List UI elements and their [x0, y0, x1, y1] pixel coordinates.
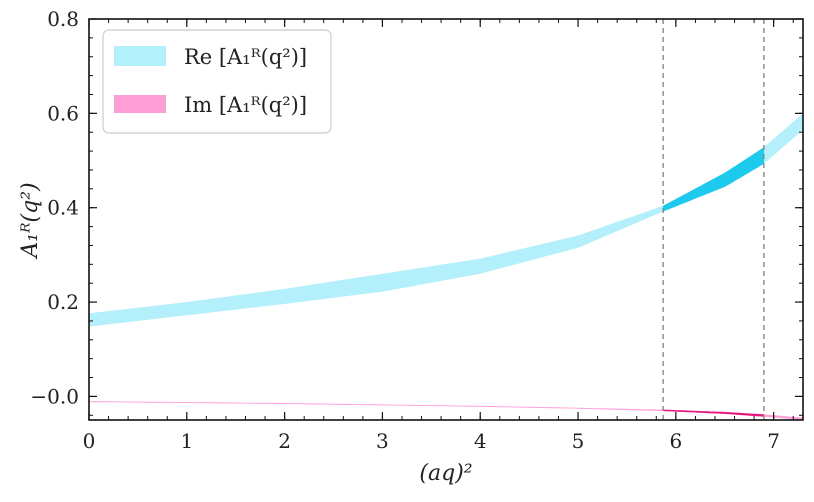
y-tick-label: 0.8 — [47, 7, 79, 31]
legend-swatch-im — [114, 95, 166, 113]
band-layer — [89, 113, 803, 420]
tick-layer: 0 1 2 3 4 5 6 7 0.8 0.6 0.4 0.2 −0.0 — [30, 7, 803, 453]
x-tick-label: 4 — [474, 429, 487, 453]
y-tick-label: 0.2 — [47, 290, 79, 314]
band-highlight-series-1 — [663, 409, 764, 417]
legend-swatch-re — [114, 46, 166, 66]
y-tick-label: 0.6 — [47, 101, 79, 125]
x-axis-label: (aq)² — [419, 461, 472, 486]
x-tick-label: 1 — [180, 429, 193, 453]
legend-label-im: Im [A₁ᴿ(q²)] — [184, 93, 307, 117]
x-tick-label: 6 — [669, 429, 682, 453]
x-tick-label: 2 — [278, 429, 291, 453]
plot-frame — [88, 18, 804, 421]
x-tick-label: 3 — [376, 429, 389, 453]
x-tick-label: 7 — [767, 429, 780, 453]
band-series-1 — [89, 401, 803, 420]
legend-label-re: Re [A₁ᴿ(q²)] — [184, 45, 307, 69]
y-tick-label: −0.0 — [30, 384, 79, 408]
x-tick-label: 5 — [572, 429, 585, 453]
vline-layer — [662, 19, 765, 420]
y-tick-label: 0.4 — [47, 196, 79, 220]
band-highlight-series-0 — [663, 147, 764, 212]
x-tick-label: 0 — [83, 429, 96, 453]
y-axis-label: A₁ᴿ(q²) — [18, 182, 43, 259]
legend: Re [A₁ᴿ(q²)] Im [A₁ᴿ(q²)] — [102, 29, 332, 134]
band-series-0 — [89, 113, 803, 327]
